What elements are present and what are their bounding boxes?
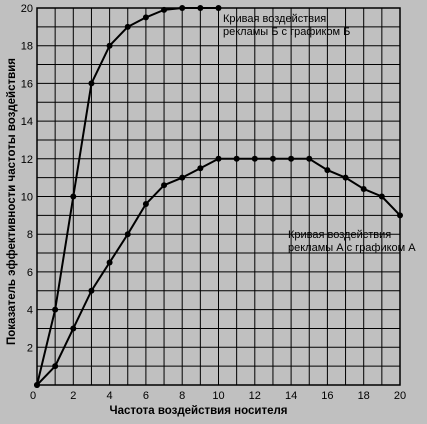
y-tick-label: 20 bbox=[21, 3, 33, 15]
data-point bbox=[342, 174, 349, 181]
y-tick-label: 8 bbox=[27, 229, 33, 241]
data-point bbox=[324, 167, 331, 174]
x-tick-label: 8 bbox=[179, 390, 185, 402]
data-point bbox=[52, 363, 59, 370]
data-point bbox=[306, 155, 313, 162]
x-tick-label: 10 bbox=[212, 390, 224, 402]
series-annotation-2: Кривая воздействия bbox=[288, 229, 391, 241]
series-lines bbox=[34, 5, 403, 388]
data-point bbox=[251, 155, 258, 162]
y-tick-label: 16 bbox=[21, 78, 33, 90]
series-annotation-2: рекламы А с графиком А bbox=[288, 242, 416, 254]
x-tick-label: 4 bbox=[107, 390, 113, 402]
x-tick-label: 6 bbox=[143, 390, 149, 402]
data-point bbox=[124, 23, 131, 30]
y-tick-label: 2 bbox=[27, 342, 33, 354]
x-tick-label: 14 bbox=[285, 390, 297, 402]
data-point bbox=[360, 185, 367, 192]
data-point bbox=[269, 155, 276, 162]
data-point bbox=[124, 231, 131, 238]
data-point bbox=[106, 42, 113, 49]
data-point bbox=[288, 155, 295, 162]
data-point bbox=[142, 14, 149, 21]
y-axis-title: Показатель эффективности частоты воздейс… bbox=[6, 58, 18, 345]
tick-labels: 0 2 4 6 8 10 12 14 16 18 20 2 4 6 8 10 12 14 16 18 20 bbox=[21, 3, 406, 402]
y-tick-label: 4 bbox=[27, 305, 33, 317]
x-tick-label: 18 bbox=[358, 390, 370, 402]
data-point bbox=[161, 6, 168, 13]
data-point bbox=[88, 287, 95, 294]
data-point bbox=[179, 174, 186, 181]
x-tick-label: 16 bbox=[321, 390, 333, 402]
data-point bbox=[179, 5, 186, 11]
data-point bbox=[378, 193, 385, 200]
y-tick-label: 10 bbox=[21, 192, 33, 204]
data-point bbox=[197, 165, 204, 172]
data-point bbox=[70, 325, 77, 332]
x-tick-label: 2 bbox=[70, 390, 76, 402]
grid bbox=[36, 7, 401, 386]
y-tick-label: 14 bbox=[21, 116, 33, 128]
data-point bbox=[142, 201, 149, 208]
data-point bbox=[197, 5, 204, 11]
data-point bbox=[70, 193, 77, 200]
data-point bbox=[161, 182, 168, 189]
data-point bbox=[34, 382, 40, 388]
y-tick-label: 18 bbox=[21, 41, 33, 53]
series-annotation-1: рекламы Б с графиком Б bbox=[223, 26, 350, 38]
data-point bbox=[397, 212, 403, 219]
x-tick-label: 20 bbox=[394, 390, 406, 402]
x-tick-label: 0 bbox=[30, 390, 36, 402]
data-point bbox=[106, 259, 113, 266]
data-point bbox=[233, 155, 240, 162]
data-point bbox=[88, 80, 95, 87]
data-point bbox=[215, 5, 222, 11]
x-tick-label: 12 bbox=[249, 390, 261, 402]
y-tick-label: 12 bbox=[21, 154, 33, 166]
data-point bbox=[215, 155, 222, 162]
series-annotation-1: Кривая воздействия bbox=[223, 13, 326, 25]
y-tick-label: 6 bbox=[27, 267, 33, 279]
data-point bbox=[52, 306, 59, 313]
x-axis-title: Частота воздействия носителя bbox=[110, 405, 288, 417]
